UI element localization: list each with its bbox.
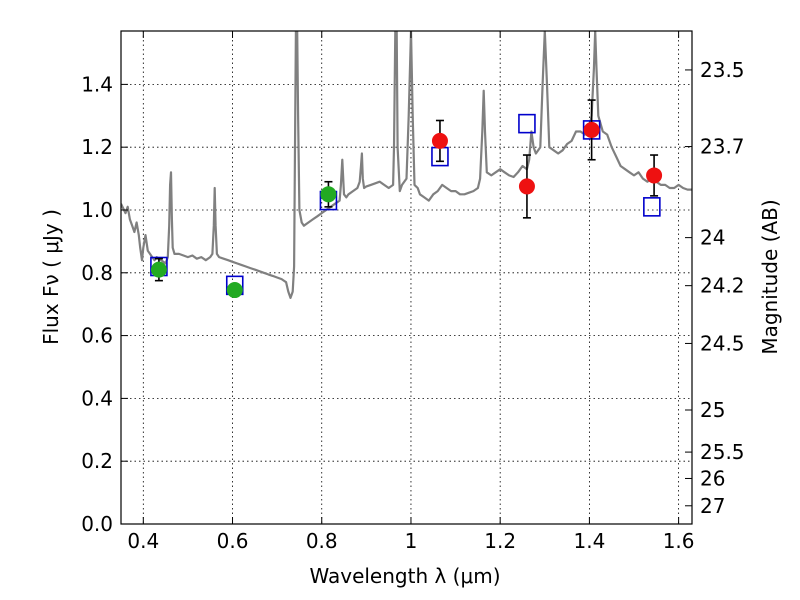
observed-flux-point xyxy=(320,186,337,203)
observed-flux-point xyxy=(226,282,243,299)
y-tick-label: 1.4 xyxy=(81,72,113,96)
y-tick-label: 0.8 xyxy=(81,261,113,285)
y2-tick-label: 24.5 xyxy=(700,331,745,355)
y2-tick-label: 24 xyxy=(700,226,725,250)
observed-flux-point xyxy=(646,167,663,184)
x-tick-label: 0.8 xyxy=(306,529,338,553)
observed-flux-point xyxy=(583,121,600,138)
observed-flux-point xyxy=(518,178,535,195)
y2-tick-label: 23.7 xyxy=(700,135,745,159)
model-flux-square xyxy=(643,197,661,217)
y-tick-label: 0.4 xyxy=(81,386,113,410)
y-tick-label: 0.2 xyxy=(81,449,113,473)
model-spectrum-line xyxy=(121,31,692,299)
axes-frame xyxy=(120,30,693,525)
model-flux-square xyxy=(518,113,536,134)
y2-tick-label: 25 xyxy=(700,398,725,422)
y-tick-label: 0.0 xyxy=(81,512,113,536)
x-axis-label: Wavelength λ (μm) xyxy=(309,564,500,588)
y-tick-label: 1.0 xyxy=(81,198,113,222)
y-axis-label: Flux Fν ( μJy ) xyxy=(39,209,63,345)
observed-flux-point xyxy=(431,132,448,149)
y2-axis-label: Magnitude (AB) xyxy=(758,199,782,354)
y2-tick-label: 27 xyxy=(700,494,725,518)
x-tick-label: 1.6 xyxy=(663,529,695,553)
plot-area xyxy=(121,31,692,299)
y2-tick-label: 26 xyxy=(700,466,725,490)
axis-ticks: 0.4 0.6 0.8 1 1.2 1.4 1.6 0.0 0.2 0.4 0.6 0.8 1.0 1.2… xyxy=(81,31,745,553)
y2-tick-label: 24.2 xyxy=(700,274,745,298)
y-tick-label: 1.2 xyxy=(81,135,113,159)
x-tick-label: 1.2 xyxy=(484,529,516,553)
x-tick-label: 1 xyxy=(405,529,418,553)
y-tick-label: 0.6 xyxy=(81,324,113,348)
observed-flux-point xyxy=(150,261,167,278)
x-tick-label: 0.6 xyxy=(217,529,249,553)
x-tick-label: 1.4 xyxy=(573,529,605,553)
x-tick-label: 0.4 xyxy=(127,529,159,553)
y2-tick-label: 25.5 xyxy=(700,440,745,464)
y2-tick-label: 23.5 xyxy=(700,58,745,82)
